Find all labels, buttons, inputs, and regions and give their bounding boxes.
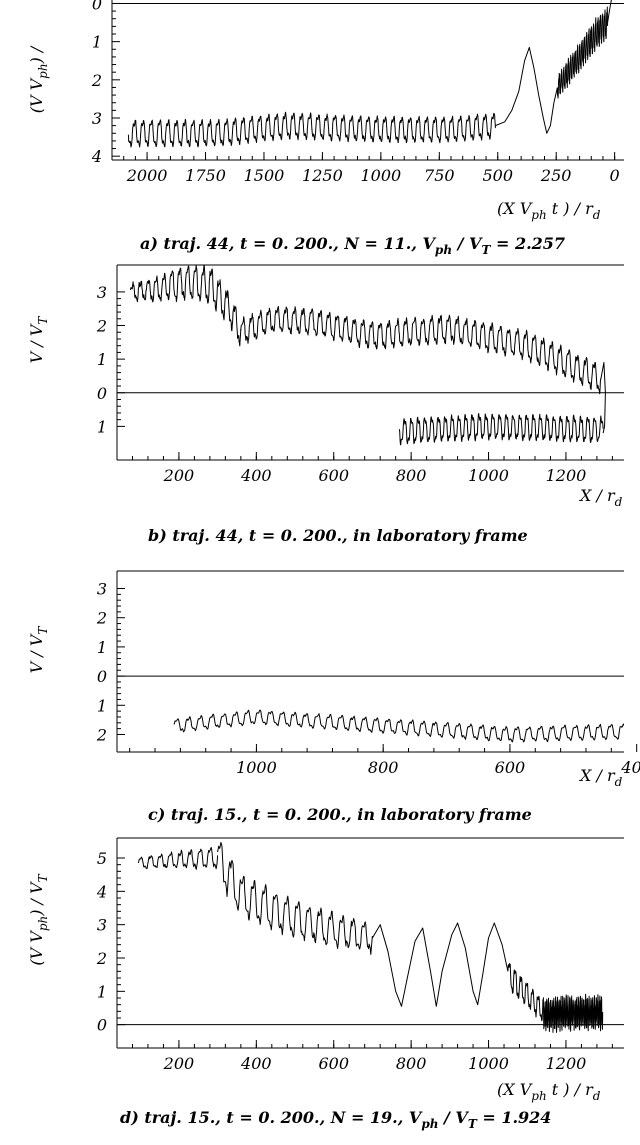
trajectory-series	[507, 963, 544, 1022]
trajectory-series	[127, 111, 496, 148]
y-tick-label: 1	[97, 417, 107, 436]
trajectory-series	[607, 0, 612, 23]
trajectory-series	[399, 413, 604, 446]
y-tick-label: 2	[96, 949, 107, 968]
y-tick-label: 0	[92, 0, 102, 13]
trajectory-series	[217, 842, 373, 955]
chart-caption: b) traj. 44, t = 0. 200., in laboratory …	[148, 526, 528, 545]
x-tick-label: 800	[396, 1054, 427, 1073]
x-tick-label: 800	[396, 466, 427, 485]
trajectory-series	[371, 922, 509, 1007]
x-axis-label: X / rd	[578, 766, 623, 789]
x-tick-label: 1200	[546, 1054, 587, 1073]
x-tick-label: 200	[163, 466, 195, 485]
trajectory-series	[495, 46, 558, 134]
x-tick-label: 1000	[468, 1054, 509, 1073]
chart-d: 5 4 3 2 1 0 200 400 600 800 1000 1200 (X Vph t ) / r…	[27, 837, 624, 1131]
y-tick-label: 5	[97, 849, 107, 868]
trajectory-series	[137, 847, 219, 870]
y-tick-label: 3	[97, 580, 107, 599]
y-axis-label: (V Vph) / VT	[27, 873, 50, 965]
x-tick-label: 1500	[244, 166, 285, 185]
x-tick-label: 600	[318, 1054, 349, 1073]
x-tick-label: 400	[240, 1054, 272, 1073]
trajectory-series	[130, 265, 242, 347]
x-tick-label: 1750	[185, 166, 226, 185]
x-tick-label: 2000	[126, 166, 168, 185]
x-tick-label: 1000	[236, 758, 277, 777]
chart-caption: c) traj. 15., t = 0. 200., in laboratory…	[148, 805, 532, 824]
trajectory-series	[600, 362, 606, 434]
x-tick-label: 600	[495, 758, 526, 777]
x-tick-label: 400	[240, 466, 272, 485]
x-tick-label: 1200	[546, 466, 587, 485]
y-tick-label: 3	[92, 109, 102, 128]
y-tick-label: 3	[97, 916, 107, 935]
x-tick-label: 250	[540, 166, 572, 185]
y-tick-label: 2	[96, 609, 107, 628]
y-axis-label: V / VT	[27, 626, 50, 674]
trajectory-series	[542, 993, 604, 1033]
y-axis-label: V / VT	[27, 316, 50, 364]
y-tick-label: 2	[96, 725, 107, 744]
y-tick-label: 3	[97, 283, 107, 302]
x-tick-label: 1000	[360, 166, 401, 185]
x-tick-label: 1250	[302, 166, 343, 185]
trajectory-series	[173, 709, 624, 743]
x-axis-label: (X Vph t ) / rd	[497, 199, 601, 222]
x-tick-label: 200	[163, 1054, 195, 1073]
trajectory-series	[556, 6, 609, 99]
y-tick-label: 2	[96, 317, 107, 336]
y-tick-label: 0	[97, 384, 107, 403]
chart-c: 32101210008006004002000200400X / rdV / V…	[27, 570, 640, 824]
x-tick-label: 0	[610, 166, 620, 185]
y-tick-label: 4	[91, 147, 102, 166]
x-axis-label: (X Vph t ) / rd	[497, 1080, 601, 1103]
y-tick-label: 0	[97, 667, 107, 686]
trajectory-series	[240, 305, 602, 395]
y-tick-label: 1	[97, 350, 107, 369]
y-tick-label: 1	[97, 638, 107, 657]
y-tick-label: 4	[96, 882, 107, 901]
y-tick-label: 1	[92, 33, 102, 52]
x-axis-label: X / rd	[578, 486, 623, 509]
chart-a: 0 1 2 3 4 2000 1750 1500 1250 1000 750 500 250 0 (X Vp…	[27, 0, 624, 257]
x-tick-label: 750	[424, 166, 455, 185]
chart-caption: d) traj. 15., t = 0. 200., N = 19., Vph …	[120, 1108, 551, 1131]
x-tick-label: 1000	[468, 466, 509, 485]
y-tick-label: 1	[97, 982, 107, 1001]
y-tick-label: 0	[97, 1016, 107, 1035]
y-axis-label: (V Vph) /	[27, 45, 50, 113]
chart-caption: a) traj. 44, t = 0. 200., N = 11., Vph /…	[140, 234, 565, 257]
x-tick-label: 600	[318, 466, 349, 485]
x-tick-label: 500	[482, 166, 513, 185]
x-tick-label: 400	[620, 758, 640, 777]
y-tick-label: 1	[97, 696, 107, 715]
x-tick-label: 800	[368, 758, 399, 777]
y-tick-label: 2	[91, 71, 102, 90]
